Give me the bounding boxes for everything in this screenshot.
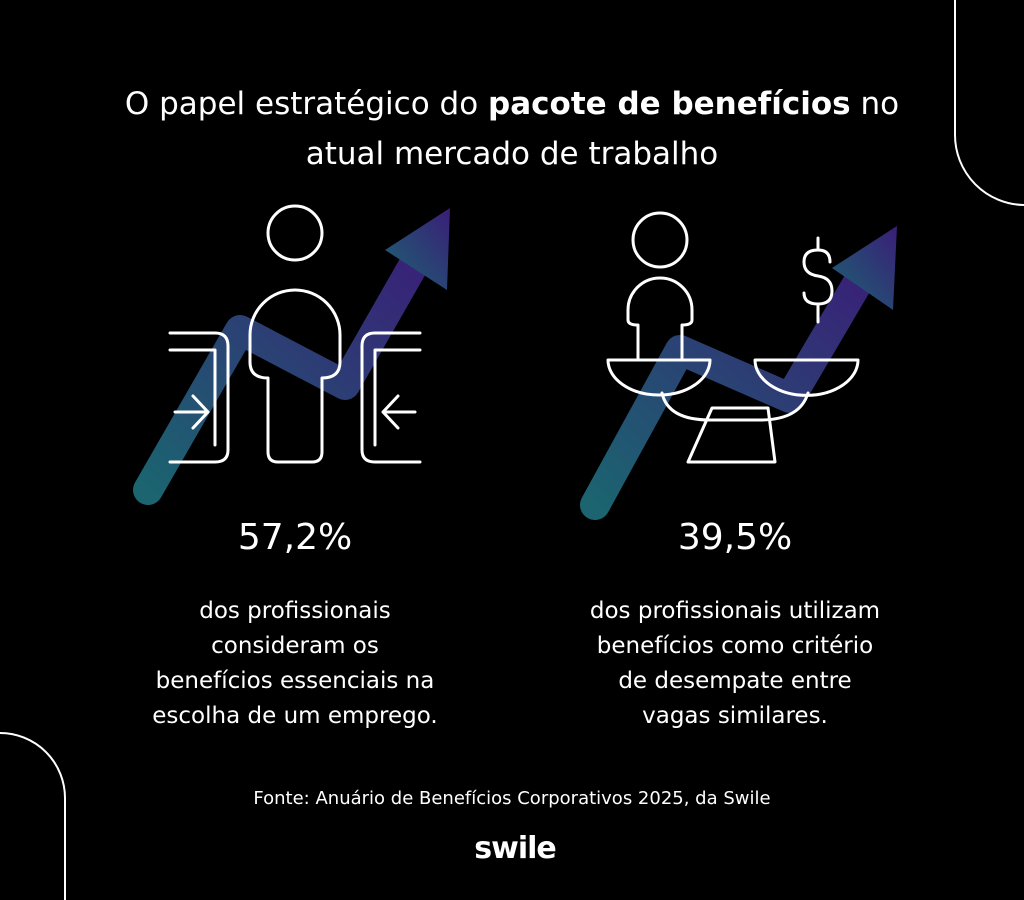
title-line: atual mercado de trabalho — [306, 136, 719, 172]
source: Fonte: Anuário de Benefícios Corporativo… — [253, 788, 770, 809]
stat-description: dos profissionais utilizam — [590, 598, 880, 624]
title: O papel estratégico do pacote de benefíc… — [125, 86, 899, 122]
corner-arc — [0, 732, 66, 900]
stat-description: escolha de um emprego. — [152, 703, 437, 729]
stat-description: vagas similares. — [642, 703, 828, 729]
stat-description: dos profissionais — [199, 598, 391, 624]
logo: swile — [474, 831, 555, 866]
trend-arrow — [580, 226, 897, 520]
scale-icon — [606, 211, 860, 464]
stat-description: benefícios essenciais na — [156, 668, 435, 694]
stat-description: benefícios como critério — [597, 633, 873, 659]
title-bold: pacote de benefícios — [488, 86, 851, 122]
stat-description: consideram os — [211, 633, 379, 659]
stat-description: de desempate entre — [618, 668, 851, 694]
corner-arc — [954, 0, 1024, 206]
stat-value: 57,2% — [238, 517, 352, 558]
title-text: no — [861, 86, 900, 122]
title-text: O papel estratégico do — [125, 86, 478, 122]
person-icon — [168, 204, 422, 464]
stat-value: 39,5% — [678, 517, 792, 558]
trend-arrow — [133, 208, 450, 505]
